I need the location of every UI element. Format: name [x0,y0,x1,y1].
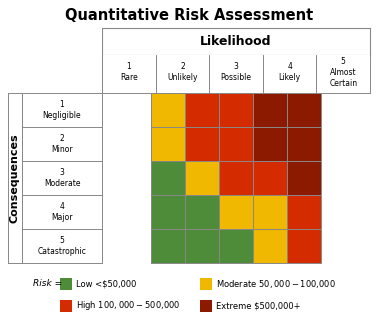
Bar [151,195,185,229]
Text: Moderate $50,000- $100,000: Moderate $50,000- $100,000 [216,278,336,290]
Bar [253,127,287,161]
Text: Risk =: Risk = [33,279,63,288]
Bar [253,93,287,127]
Bar [287,93,321,127]
Text: 3
Moderate: 3 Moderate [44,168,80,188]
Text: Consequences: Consequences [10,133,20,223]
Bar [287,195,321,229]
Text: Low <$50,000: Low <$50,000 [76,279,136,288]
Bar [253,195,287,229]
Text: Extreme $500,000+: Extreme $500,000+ [216,302,301,311]
Bar [219,195,253,229]
Bar [185,93,219,127]
Bar [219,93,253,127]
Bar [287,127,321,161]
Text: Likelihood: Likelihood [200,35,272,48]
Text: 5
Almost
Certain: 5 Almost Certain [329,57,357,88]
Text: High $100,000- $500,000: High $100,000- $500,000 [76,299,180,313]
Bar [219,161,253,195]
Text: 1
Rare: 1 Rare [120,62,138,82]
Bar [185,161,219,195]
Bar [287,229,321,263]
Bar [219,127,253,161]
Bar [151,229,185,263]
Bar [185,229,219,263]
Text: Quantitative Risk Assessment: Quantitative Risk Assessment [65,8,314,23]
Text: 2
Unlikely: 2 Unlikely [167,62,198,82]
Bar [151,93,185,127]
Text: 1
Negligible: 1 Negligible [43,100,81,120]
Bar [219,229,253,263]
Bar [253,229,287,263]
Text: 3
Possible: 3 Possible [221,62,252,82]
Text: 4
Major: 4 Major [51,202,73,222]
Bar [151,127,185,161]
Bar [287,161,321,195]
Text: 5
Catastrophic: 5 Catastrophic [38,236,86,256]
Bar [185,195,219,229]
Bar [185,127,219,161]
Text: 2
Minor: 2 Minor [51,134,73,154]
Text: 4
Likely: 4 Likely [279,62,301,82]
Bar [151,161,185,195]
Bar [253,161,287,195]
